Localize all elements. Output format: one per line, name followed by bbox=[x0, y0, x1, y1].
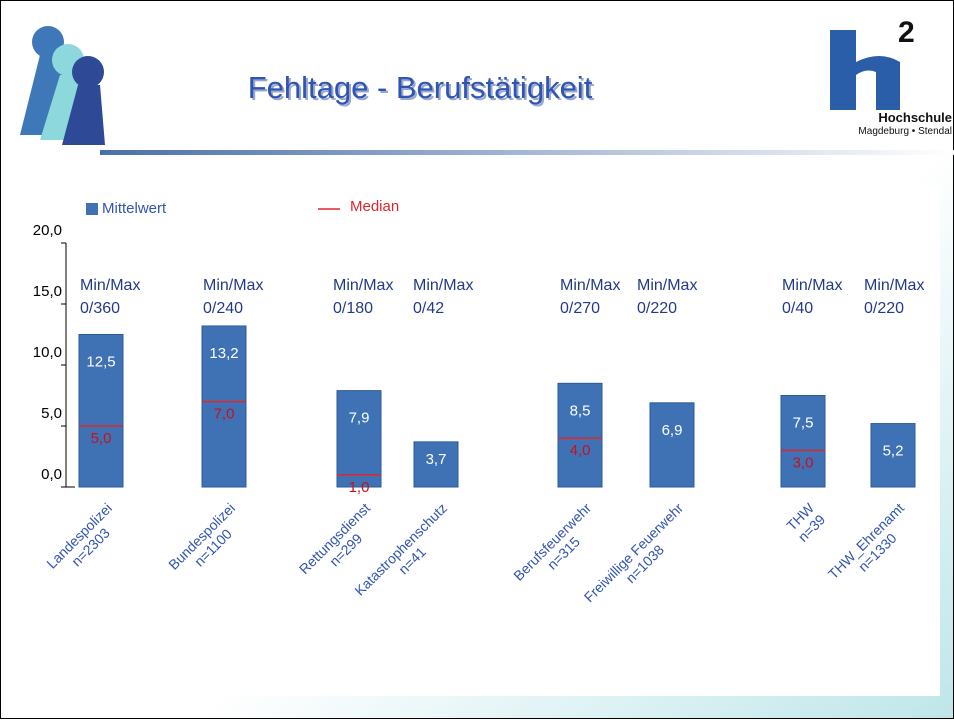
logo-text: Hochschule bbox=[878, 110, 952, 125]
minmax-title: Min/Max bbox=[560, 277, 620, 294]
minmax-label: 0/240 bbox=[203, 300, 243, 317]
minmax-label: 0/220 bbox=[864, 300, 904, 317]
minmax-title: Min/Max bbox=[333, 277, 393, 294]
minmax-label: 0/220 bbox=[637, 300, 677, 317]
logo: 2 Hochschule Magdeburg • Stendal bbox=[830, 16, 952, 137]
logo-superscript: 2 bbox=[898, 16, 915, 49]
minmax-title: Min/Max bbox=[203, 277, 263, 294]
legend-label: Mittelwert bbox=[102, 200, 167, 217]
value-label: 5,2 bbox=[883, 443, 904, 460]
value-label: 13,2 bbox=[209, 345, 238, 362]
title-rule bbox=[100, 150, 954, 155]
minmax-label: 0/360 bbox=[80, 300, 120, 317]
bar bbox=[780, 395, 826, 488]
value-label: 3,7 bbox=[426, 451, 447, 468]
value-label: 6,9 bbox=[662, 422, 683, 439]
minmax-title: Min/Max bbox=[80, 277, 140, 294]
value-label: 8,5 bbox=[570, 402, 591, 419]
bar bbox=[413, 441, 459, 488]
logo-subtext: Magdeburg • Stendal bbox=[858, 126, 952, 137]
bar bbox=[557, 382, 603, 488]
median-label: 3,0 bbox=[793, 454, 814, 471]
bar bbox=[649, 402, 695, 488]
y-tick-label: 10,0 bbox=[33, 344, 62, 361]
minmax-title: Min/Max bbox=[864, 277, 924, 294]
minmax-label: 0/180 bbox=[333, 300, 373, 317]
legend-swatch bbox=[86, 203, 98, 215]
median-label: 4,0 bbox=[570, 442, 591, 459]
minmax-title: Min/Max bbox=[413, 277, 473, 294]
bar bbox=[870, 423, 916, 488]
median-label: 1,0 bbox=[349, 479, 370, 496]
bar bbox=[336, 390, 382, 488]
title-shadow: Fehltage - Berufstätigkeit bbox=[250, 72, 595, 107]
chart-title: Fehltage - Berufstätigkeit bbox=[248, 70, 593, 105]
minmax-label: 0/40 bbox=[782, 300, 813, 317]
minmax-title: Min/Max bbox=[637, 277, 697, 294]
value-label: 7,5 bbox=[793, 415, 814, 432]
bar bbox=[201, 325, 247, 488]
y-tick-label: 20,0 bbox=[33, 222, 62, 239]
decoration-figures bbox=[20, 26, 105, 145]
median-label: 5,0 bbox=[91, 430, 112, 447]
bar bbox=[78, 334, 124, 488]
legend-label: Median bbox=[350, 198, 399, 215]
minmax-title: Min/Max bbox=[782, 277, 842, 294]
value-label: 7,9 bbox=[349, 410, 370, 427]
minmax-label: 0/270 bbox=[560, 300, 600, 317]
minmax-label: 0/42 bbox=[413, 300, 444, 317]
y-tick-label: 15,0 bbox=[33, 283, 62, 300]
y-tick-label: 0,0 bbox=[41, 466, 62, 483]
median-label: 7,0 bbox=[214, 406, 235, 423]
value-label: 12,5 bbox=[86, 354, 115, 371]
y-tick-label: 5,0 bbox=[41, 405, 62, 422]
